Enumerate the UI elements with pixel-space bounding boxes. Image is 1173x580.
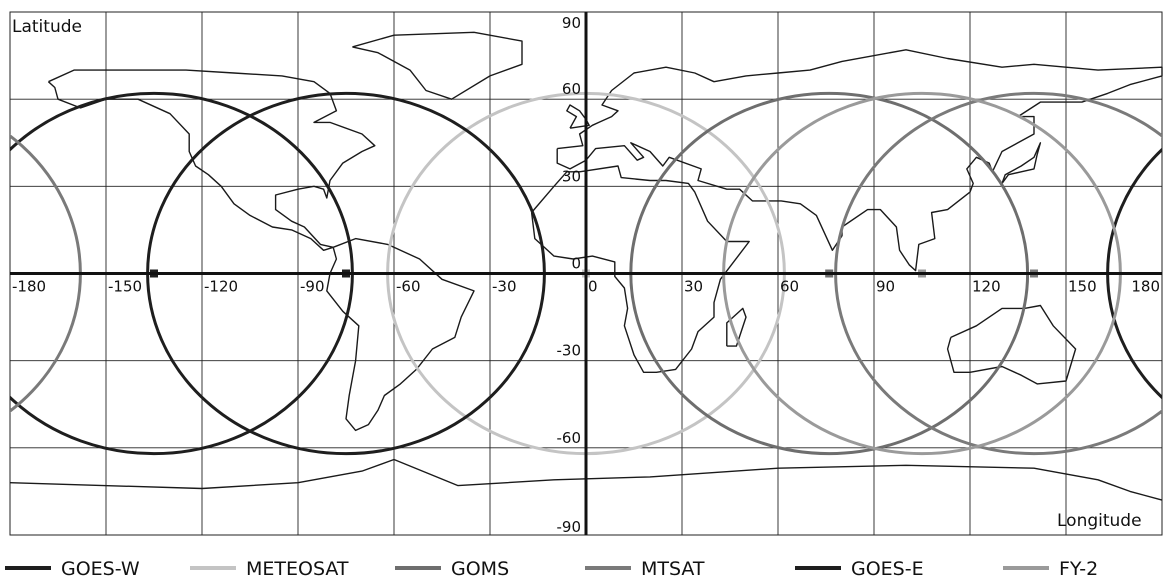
x-tick-label: -30 (492, 278, 517, 296)
x-tick-label: 90 (876, 278, 895, 296)
x-tick-label: 30 (684, 278, 703, 296)
x-tick-label: -120 (204, 278, 238, 296)
legend-label-goes-w: GOES-W (61, 558, 140, 580)
landmass-greenland (352, 32, 522, 99)
x-tick-label: 60 (780, 278, 799, 296)
y-tick-label: 90 (562, 14, 581, 32)
landmass-eurasia (557, 50, 1162, 271)
x-tick-label: 180 (1131, 278, 1160, 296)
x-tick-label: 0 (588, 278, 598, 296)
legend-label-mtsat: MTSAT (641, 558, 705, 580)
axes (10, 12, 1162, 535)
landmass-north-america (48, 70, 374, 250)
x-tick-label: -90 (300, 278, 325, 296)
legend: GOES-W METEOSAT GOMS MTSAT GOES-E FY-2 (5, 558, 1098, 580)
legend-label-goes-e: GOES-E (851, 558, 924, 580)
y-tick-label: -60 (557, 429, 582, 447)
x-tick-label: 120 (972, 278, 1001, 296)
x-tick-label: 150 (1068, 278, 1097, 296)
y-tick-label: 0 (571, 255, 581, 273)
y-axis-label: Latitude (12, 17, 82, 37)
x-tick-label: -150 (108, 278, 142, 296)
y-tick-label: 30 (562, 167, 581, 185)
y-tick-label: -90 (557, 518, 582, 536)
legend-label-goms: GOMS (451, 558, 509, 580)
legend-label-meteosat: METEOSAT (246, 558, 349, 580)
y-tick-label: -30 (557, 342, 582, 360)
x-tick-label: -180 (12, 278, 46, 296)
legend-label-fy-2: FY-2 (1059, 558, 1098, 580)
x-tick-label: -60 (396, 278, 421, 296)
x-axis-label: Longitude (1057, 511, 1142, 531)
y-tick-label: 60 (562, 80, 581, 98)
